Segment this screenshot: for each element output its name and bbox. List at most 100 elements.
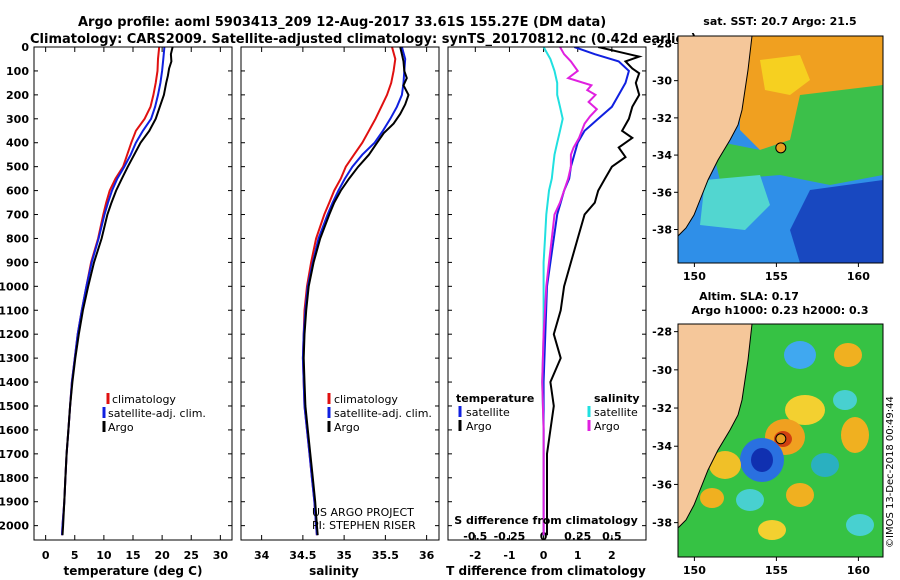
map-y-tick-label: -38: [652, 224, 672, 237]
depth-tick-label: 600: [6, 185, 29, 198]
difference-xlabel-salinity: S difference from climatology: [454, 514, 638, 527]
header-line-2: Climatology: CARS2009. Satellite-adjuste…: [30, 32, 697, 47]
depth-tick-label: 1100: [0, 304, 29, 317]
depth-tick-label: 500: [6, 161, 29, 174]
map-y-tick-label: -36: [652, 478, 672, 491]
map-x-tick-label: 150: [683, 270, 706, 283]
sst-field: [678, 36, 883, 263]
x-tick-label: 0: [540, 549, 548, 562]
map-y-tick-label: -34: [652, 149, 672, 162]
x-tick2-label: 0.5: [602, 530, 622, 543]
x-tick-label: 35.5: [372, 549, 399, 562]
legend-label-sat-sal: satellite: [594, 406, 638, 419]
sla-map: Altim. SLA: 0.17 Argo h1000: 0.23 h2000:…: [652, 290, 884, 577]
sla-low-5: [811, 453, 839, 477]
sla-land: [678, 324, 752, 528]
x-tick2-label: -0.25: [494, 530, 526, 543]
series-line-argo: [302, 47, 410, 536]
difference-profiles: [541, 47, 643, 536]
depth-tick-label: 100: [6, 65, 29, 78]
map-y-tick-label: -30: [652, 364, 672, 377]
salinity-xlabel: salinity: [309, 564, 359, 578]
x-tick-label: 15: [125, 549, 140, 562]
depth-tick-label: 1900: [0, 496, 29, 509]
depth-tick-label: 1600: [0, 424, 29, 437]
temperature-panel: 0100200300400500600700800900100011001200…: [0, 41, 233, 578]
sla-high-5: [709, 451, 741, 479]
legend-label-climatology: climatology: [334, 393, 398, 406]
difference-xlabel-temperature: T difference from climatology: [446, 564, 646, 578]
sst-map-ticks: 150 155 160 -28 -30 -32 -34 -36 -38: [652, 37, 870, 283]
x-tick2-label: 0.25: [564, 530, 591, 543]
x-tick2-label: -0.5: [463, 530, 487, 543]
difference-legend-temperature: temperature satellite Argo: [456, 392, 534, 433]
series-line-argo: [61, 47, 174, 536]
depth-tick-label: 700: [6, 209, 29, 222]
legend-label-argo: Argo: [334, 421, 360, 434]
map-x-tick-label: 150: [683, 564, 706, 577]
depth-tick-label: 800: [6, 232, 29, 245]
map-y-tick-label: -32: [652, 112, 672, 125]
legend-label-argo: Argo: [108, 421, 134, 434]
legend-label-sat-temp: satellite: [466, 406, 510, 419]
map-y-tick-label: -34: [652, 440, 672, 453]
x-tick-label: 1: [574, 549, 582, 562]
depth-tick-label: 1500: [0, 400, 29, 413]
map-x-tick-label: 160: [847, 564, 870, 577]
sla-low-4: [736, 489, 764, 511]
series-line-satellite-adj-clim-: [301, 47, 407, 536]
legend-title-temperature: temperature: [456, 392, 534, 405]
x-tick-label: 25: [184, 549, 199, 562]
sst-cold-region: [790, 180, 883, 263]
depth-tick-label: 1200: [0, 328, 29, 341]
depth-tick-label: 400: [6, 137, 29, 150]
sst-cool-patch: [700, 175, 770, 230]
pi-label: PI: STEPHEN RISER: [312, 519, 416, 532]
depth-tick-label: 1300: [0, 352, 29, 365]
sla-low-6: [846, 514, 874, 536]
sst-coastline: [678, 36, 753, 237]
sla-low-2: [833, 390, 857, 410]
sla-map-ticks: 150 155 160 -28 -30 -32 -34 -36 -38: [652, 326, 870, 577]
legend-label-satellite: satellite-adj. clim.: [108, 407, 206, 420]
sla-high-1: [834, 343, 862, 367]
depth-tick-label: 0: [21, 41, 29, 54]
x-tick2-label: 0: [540, 530, 548, 543]
salinity-profiles: [301, 47, 410, 536]
map-y-tick-label: -28: [652, 37, 672, 50]
series-line-salinity-argo: [541, 47, 599, 536]
temperature-ticks: 0 5 10 15 20 25 30: [34, 46, 232, 562]
x-tick-label: -1: [503, 549, 515, 562]
x-tick-label: 36: [419, 549, 435, 562]
temperature-axes-frame: [33, 46, 233, 541]
depth-tick-label: 1000: [0, 280, 29, 293]
salinity-legend: climatology satellite-adj. clim. Argo: [327, 393, 432, 434]
legend-title-salinity: salinity: [594, 392, 640, 405]
sla-argo-location-marker: [775, 433, 787, 445]
series-line-climatology: [61, 47, 161, 536]
sst-mid-region: [710, 85, 883, 185]
sst-map-title: sat. SST: 20.7 Argo: 21.5: [703, 15, 856, 28]
x-tick-label: 0: [42, 549, 50, 562]
x-tick-label: 5: [71, 549, 79, 562]
sst-map-frame: [677, 35, 884, 264]
temperature-profiles: [61, 47, 174, 536]
temperature-legend: climatology satellite-adj. clim. Argo: [102, 393, 206, 434]
difference-axes-frame: [447, 46, 647, 541]
series-line-climatology: [301, 47, 397, 536]
legend-label-climatology: climatology: [112, 393, 176, 406]
depth-tick-labels: 0 100 200 300 400 500 600 700 800 900 1000 1100 1200…: [0, 41, 29, 533]
map-y-tick-label: -30: [652, 75, 672, 88]
map-x-tick-label: 160: [847, 270, 870, 283]
sla-high-2: [785, 395, 825, 425]
x-tick-label: 20: [154, 549, 170, 562]
x-tick-label: 35: [336, 549, 351, 562]
sla-low-3-core: [751, 448, 773, 472]
x-tick-label: 10: [96, 549, 112, 562]
x-tick-label: -2: [469, 549, 481, 562]
sst-warm-core: [760, 55, 810, 95]
sst-map: sat. SST: 20.7 Argo: 21.5 150 155 160 -28 -3…: [652, 15, 884, 283]
legend-label-argo-sal: Argo: [594, 420, 620, 433]
map-y-tick-label: -28: [652, 326, 672, 339]
sla-high-6: [786, 483, 814, 507]
